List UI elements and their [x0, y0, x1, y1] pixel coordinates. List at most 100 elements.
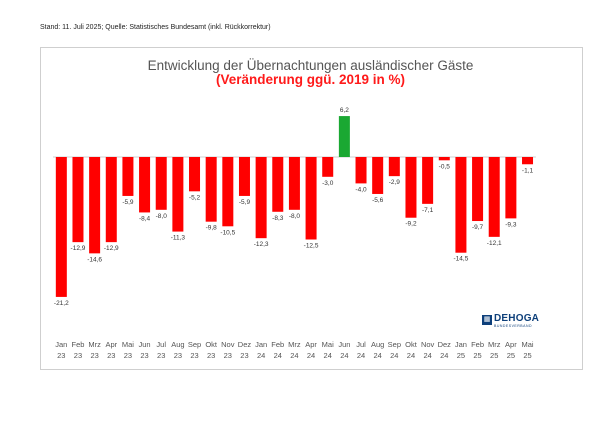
x-tick-month: Jul	[156, 340, 166, 349]
x-tick-year: 24	[440, 351, 448, 360]
data-label: -12,3	[254, 241, 269, 248]
data-label: -12,9	[71, 245, 86, 252]
bar	[422, 157, 434, 204]
data-label: -12,9	[104, 245, 119, 252]
bar	[238, 157, 250, 196]
x-tick-month: Feb	[471, 340, 484, 349]
logo-name: DEHOGA	[494, 313, 540, 324]
data-label: -12,1	[487, 240, 502, 247]
x-tick-month: Feb	[271, 340, 284, 349]
bar	[488, 157, 500, 237]
x-tick-month: Jan	[55, 340, 67, 349]
x-tick-year: 25	[507, 351, 515, 360]
x-tick-year: 25	[490, 351, 498, 360]
x-tick-month: Nov	[421, 340, 435, 349]
x-tick-month: Jan	[455, 340, 467, 349]
x-tick-year: 24	[324, 351, 332, 360]
bar	[355, 157, 367, 184]
x-tick-year: 25	[457, 351, 465, 360]
data-label: -9,3	[505, 221, 517, 228]
bar	[322, 157, 334, 177]
x-tick-month: Nov	[221, 340, 235, 349]
data-label: -12,5	[304, 243, 319, 250]
bar	[272, 157, 284, 212]
bar	[189, 157, 201, 192]
bar	[155, 157, 167, 210]
dehoga-logo: ▦ DEHOGA BUNDESVERBAND	[482, 313, 548, 330]
x-tick-month: Jun	[139, 340, 151, 349]
bar	[388, 157, 400, 177]
bar	[288, 157, 300, 210]
x-tick-month: Sep	[188, 340, 201, 349]
x-tick-month: Okt	[205, 340, 218, 349]
x-tick-year: 24	[274, 351, 282, 360]
bar	[505, 157, 517, 219]
x-tick-year: 23	[74, 351, 82, 360]
data-label: -8,4	[139, 215, 151, 222]
data-label: 6,2	[340, 107, 349, 114]
data-label: -10,5	[220, 229, 235, 236]
x-tick-year: 23	[224, 351, 232, 360]
x-tick-month: Jun	[338, 340, 350, 349]
data-label: -4,0	[355, 186, 367, 193]
x-tick-year: 24	[257, 351, 265, 360]
x-tick-year: 24	[407, 351, 415, 360]
bar	[438, 157, 450, 161]
bar	[122, 157, 134, 196]
bar	[55, 157, 67, 297]
x-tick-month: Jan	[255, 340, 267, 349]
data-label: -5,2	[189, 194, 201, 201]
x-tick-month: Feb	[72, 340, 85, 349]
x-tick-month: Dez	[438, 340, 452, 349]
x-tick-year: 25	[523, 351, 531, 360]
bar	[338, 116, 350, 157]
x-tick-month: Mai	[322, 340, 334, 349]
x-tick-month: Sep	[388, 340, 401, 349]
bar	[372, 157, 384, 194]
chart-title: Entwicklung der Übernachtungen ausländis…	[147, 58, 474, 73]
data-label: -9,8	[206, 225, 218, 232]
bar	[305, 157, 317, 240]
x-tick-year: 23	[57, 351, 65, 360]
x-tick-month: Aug	[371, 340, 384, 349]
bar	[522, 157, 534, 165]
dehoga-logo-icon: ▦	[482, 315, 492, 325]
source-note: Stand: 11. Juli 2025; Quelle: Statistisc…	[40, 24, 271, 31]
x-tick-month: Jul	[356, 340, 366, 349]
x-tick-month: Mai	[122, 340, 134, 349]
x-tick-month: Dez	[238, 340, 252, 349]
bar	[139, 157, 151, 213]
data-label: -11,3	[171, 235, 186, 242]
data-label: -7,1	[422, 207, 434, 214]
x-tick-year: 23	[140, 351, 148, 360]
x-tick-month: Okt	[405, 340, 418, 349]
data-label: -8,3	[272, 215, 284, 222]
x-tick-year: 23	[157, 351, 165, 360]
x-tick-year: 23	[107, 351, 115, 360]
x-tick-year: 24	[307, 351, 315, 360]
x-tick-year: 24	[390, 351, 398, 360]
x-tick-month: Apr	[505, 340, 517, 349]
x-tick-year: 23	[174, 351, 182, 360]
data-label: -8,0	[289, 213, 301, 220]
data-label: -5,6	[372, 197, 384, 204]
x-tick-year: 23	[240, 351, 248, 360]
x-tick-year: 24	[357, 351, 365, 360]
x-tick-month: Apr	[305, 340, 317, 349]
bar	[89, 157, 101, 254]
x-tick-month: Mrz	[488, 340, 501, 349]
bar	[405, 157, 417, 218]
x-tick-month: Apr	[105, 340, 117, 349]
x-tick-month: Mai	[521, 340, 533, 349]
data-label: -8,0	[156, 213, 168, 220]
bar	[472, 157, 484, 222]
x-tick-year: 25	[473, 351, 481, 360]
x-tick-year: 23	[90, 351, 98, 360]
x-tick-year: 24	[374, 351, 382, 360]
x-tick-month: Mrz	[288, 340, 301, 349]
data-label: -9,2	[405, 221, 417, 228]
data-label: -9,7	[472, 224, 484, 231]
x-tick-year: 23	[207, 351, 215, 360]
bar	[255, 157, 267, 239]
data-label: -2,9	[389, 179, 401, 186]
